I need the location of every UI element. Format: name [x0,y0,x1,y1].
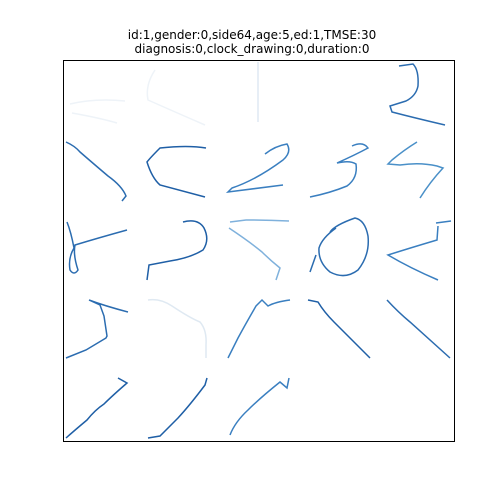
stroke-r4c2 [147,298,207,358]
stroke-r2c3 [225,143,290,194]
stroke-r2c5 [386,141,445,199]
stroke-r3c1 [66,221,128,274]
stroke-r5c2 [147,377,208,439]
stroke-r3c2 [146,220,208,281]
stroke-r4c4 [307,299,371,359]
stroke-r4c3 [227,298,291,359]
stroke-r4c1 [65,299,129,359]
stroke-r4c5 [386,299,451,359]
stroke-r1c2 [146,69,206,126]
stroke-r2c2 [146,145,207,198]
stroke-r3c5 [386,220,452,281]
stroke-r2c1 [65,141,127,202]
stroke-r5c1 [65,377,129,439]
stroke-r2c4 [309,143,370,198]
stroke-r3c3 [228,219,290,281]
stroke-r1c1 [69,99,126,124]
stroke-r1c6 [389,63,446,126]
plot-frame [63,60,455,442]
figure-title-line-1: id:1,gender:0,side64,age:5,ed:1,TMSE:30 [127,28,377,42]
stroke-r3c4 [309,217,370,277]
stroke-r5c3 [229,377,290,436]
figure-title-line-2: diagnosis:0,clock_drawing:0,duration:0 [134,42,370,56]
